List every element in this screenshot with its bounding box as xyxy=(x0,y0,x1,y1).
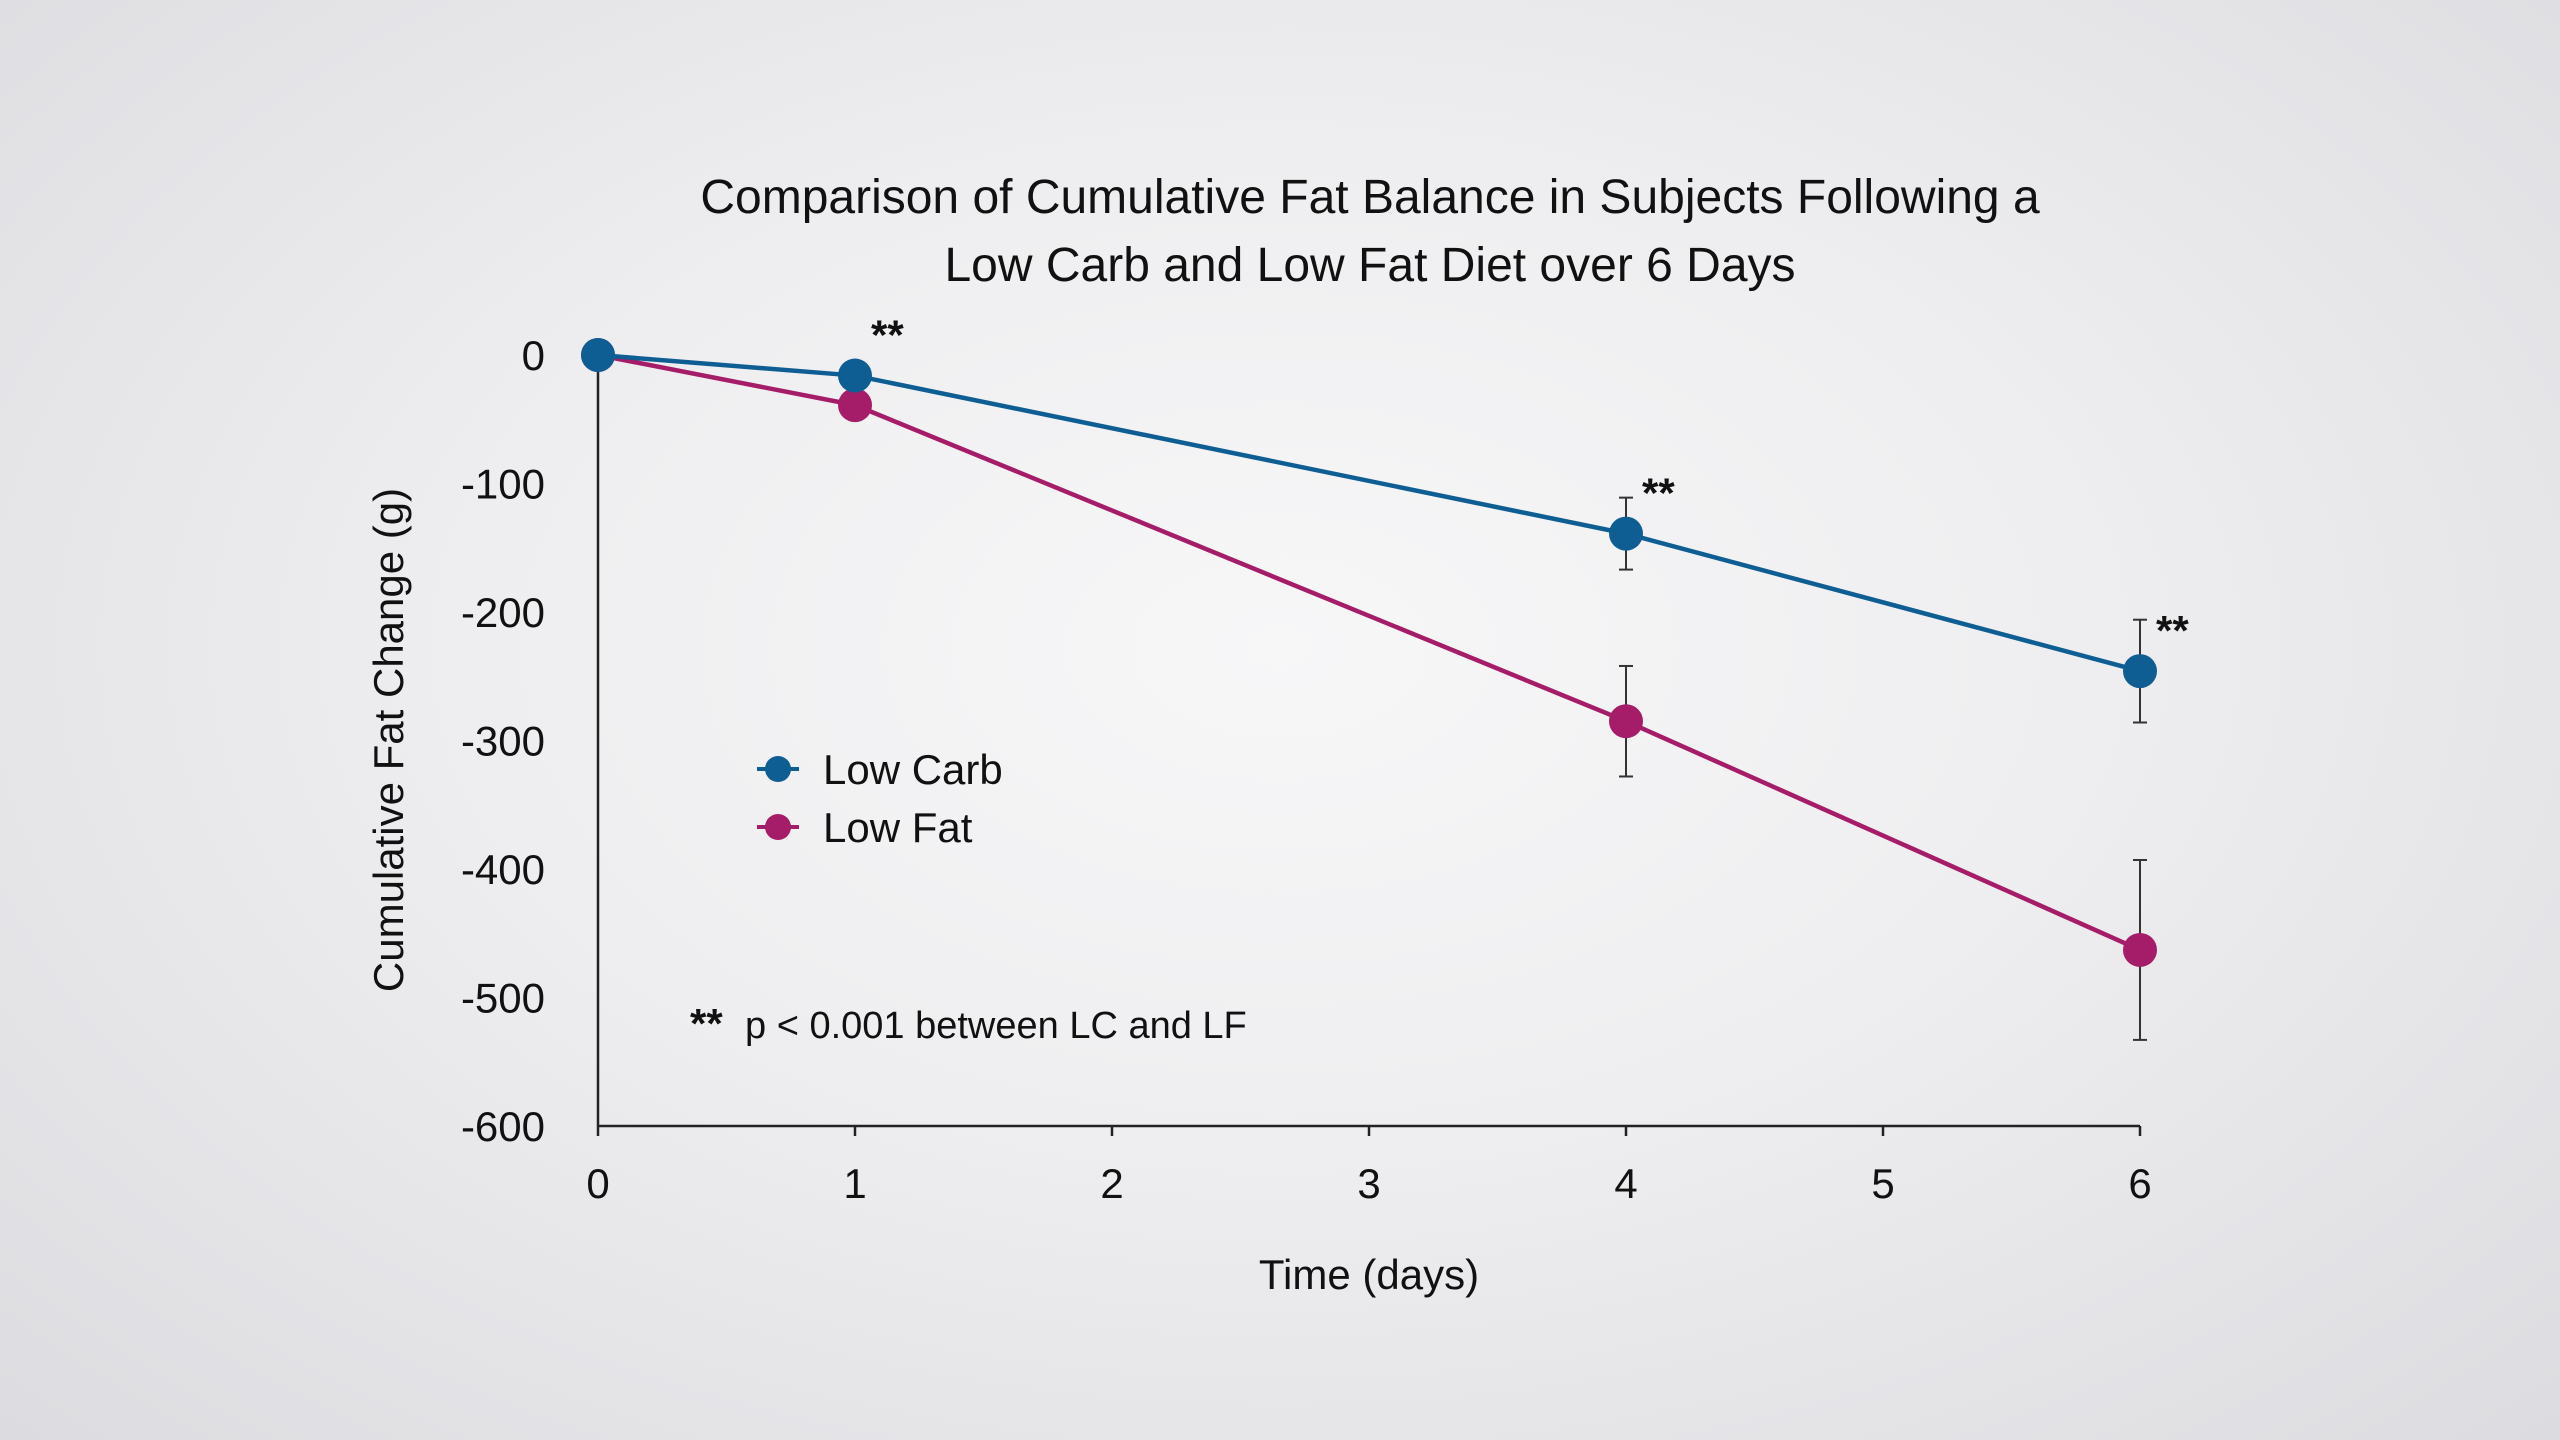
legend-swatch-marker xyxy=(765,814,791,840)
data-point-low-carb xyxy=(2123,654,2157,689)
significance-marker: ** xyxy=(871,312,904,359)
footnote-text: p < 0.001 between LC and LF xyxy=(745,1005,1247,1047)
y-tick-label: -300 xyxy=(461,718,545,765)
data-point-low-fat xyxy=(1609,704,1643,739)
series-low-carb xyxy=(581,338,2157,724)
x-tick-label: 0 xyxy=(586,1160,609,1207)
y-tick-label: -400 xyxy=(461,846,545,893)
y-tick-label: 0 xyxy=(522,332,545,379)
chart-title-line-2: Low Carb and Low Fat Diet over 6 Days xyxy=(944,239,1795,292)
data-point-low-fat xyxy=(838,388,872,423)
chart-title-line-1: Comparison of Cumulative Fat Balance in … xyxy=(700,171,2040,224)
series-line-low-fat xyxy=(597,352,2141,953)
x-tick-label: 5 xyxy=(1871,1160,1894,1207)
y-tick-label: -200 xyxy=(461,589,545,636)
legend-label: Low Fat xyxy=(823,804,973,851)
legend-label: Low Carb xyxy=(823,746,1003,793)
series-low-fat xyxy=(581,338,2157,1041)
data-point-low-carb xyxy=(838,358,872,393)
x-axis-title: Time (days) xyxy=(1259,1251,1479,1298)
legend-swatch-marker xyxy=(765,756,791,782)
data-point-low-carb xyxy=(581,338,615,372)
y-axis-title: Cumulative Fat Change (g) xyxy=(365,488,412,992)
data-point-low-carb xyxy=(1609,516,1643,551)
x-tick-label: 4 xyxy=(1614,1160,1637,1207)
significance-marker: ** xyxy=(1642,470,1675,517)
footnote: ** p < 0.001 between LC and LF xyxy=(690,1000,1247,1047)
series-line-low-carb xyxy=(597,352,2141,674)
x-tick-label: 2 xyxy=(1100,1160,1123,1207)
y-tick-label: -500 xyxy=(461,975,545,1022)
x-tick-label: 1 xyxy=(843,1160,866,1207)
legend-item-low-fat: Low Fat xyxy=(757,804,973,851)
y-tick-label: -100 xyxy=(461,461,545,508)
data-point-low-fat xyxy=(2123,932,2157,967)
legend-item-low-carb: Low Carb xyxy=(757,746,1003,793)
x-tick-label: 6 xyxy=(2128,1160,2151,1207)
significance-marker: ** xyxy=(2156,607,2189,654)
x-tick-label: 3 xyxy=(1357,1160,1380,1207)
footnote-marker: ** xyxy=(690,1000,723,1047)
y-tick-label: -600 xyxy=(461,1103,545,1150)
